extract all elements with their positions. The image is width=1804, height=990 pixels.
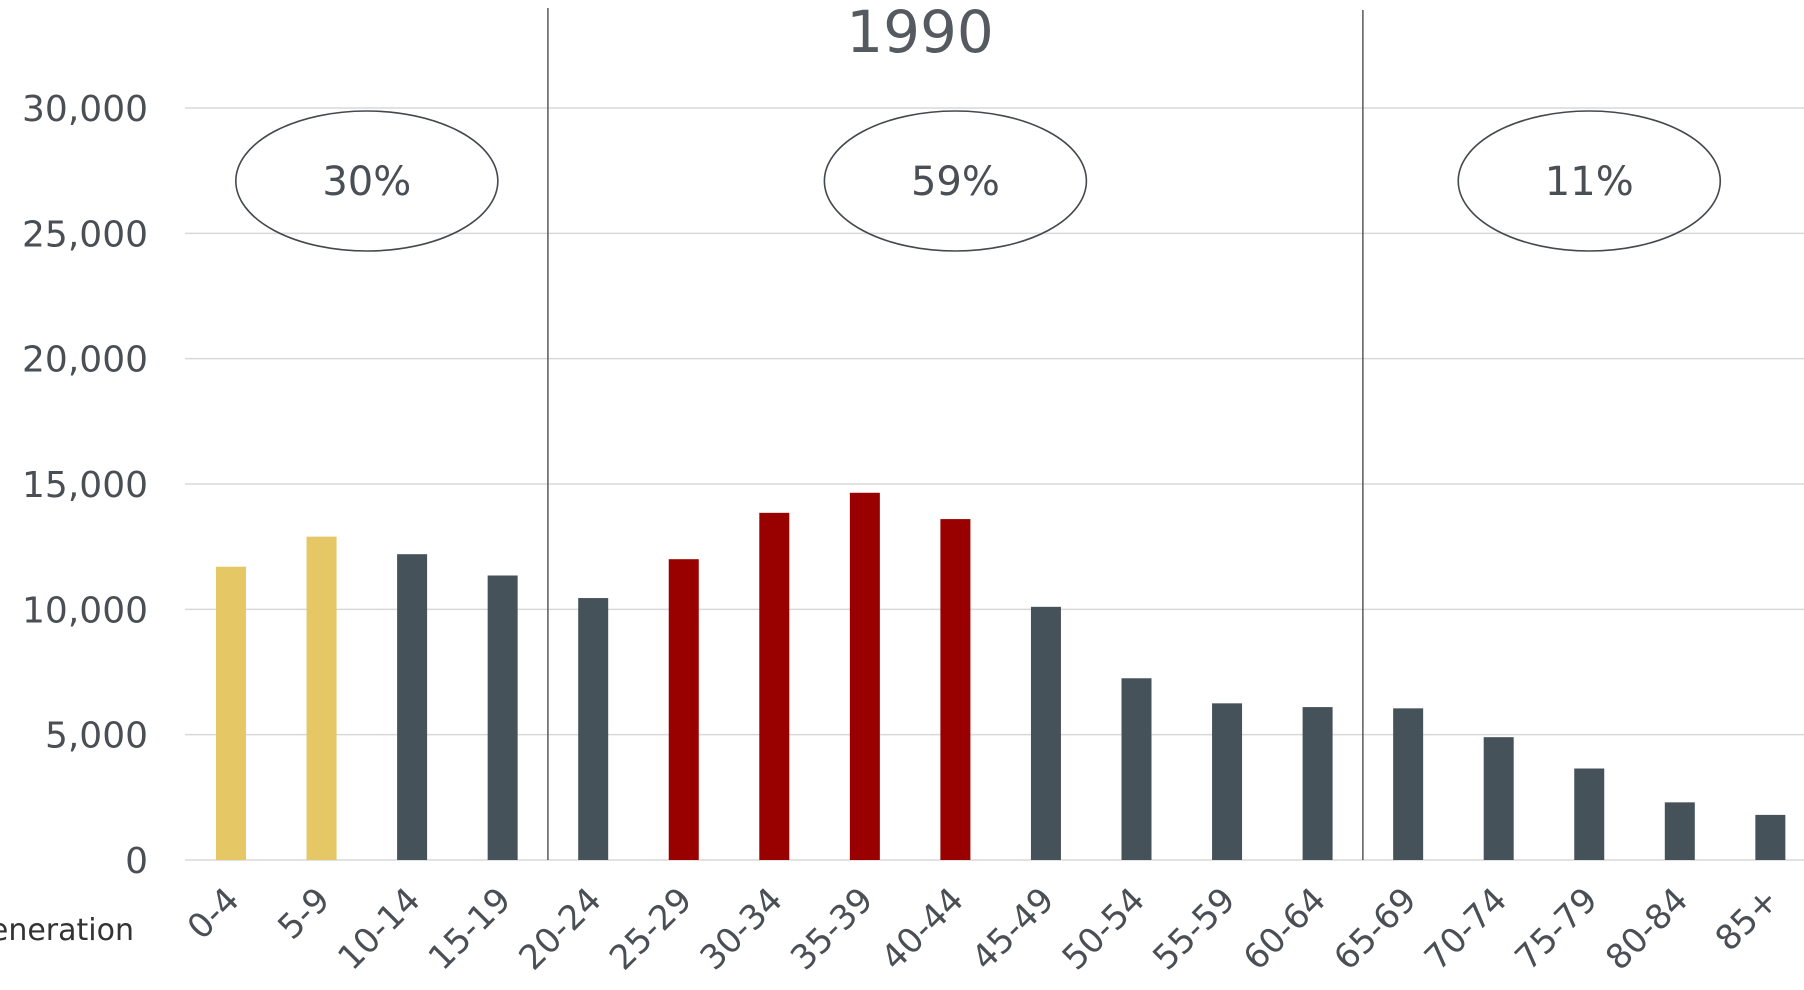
x-category-label: 80-84 xyxy=(1598,880,1696,978)
bar-0-4 xyxy=(216,566,246,860)
bar-65-69 xyxy=(1393,708,1424,860)
y-tick-label: 15,000 xyxy=(22,465,148,506)
chart-title: 1990 xyxy=(846,0,994,66)
x-axis-category-labels: 0-4 5-910-1415-1920-2425-2930-3435-3940-4… xyxy=(180,880,1787,978)
x-category-label: 25-29 xyxy=(602,880,700,978)
bar-15-19 xyxy=(487,575,518,860)
bar-60-64 xyxy=(1302,707,1333,860)
y-axis-tick-labels: 0 5,000 10,000 15,000 20,000 25,000 30,000 xyxy=(22,89,148,882)
x-category-label: 5-9 xyxy=(270,880,338,948)
x-category-label: 55-59 xyxy=(1145,880,1243,978)
x-category-label: 20-24 xyxy=(511,880,609,978)
share-label: 59% xyxy=(911,159,1000,205)
generation-share-labels: 30% 59% 11% xyxy=(235,110,1722,252)
x-category-label: 30-34 xyxy=(693,880,791,978)
bar-25-29 xyxy=(668,559,699,860)
y-tick-label: 5,000 xyxy=(45,716,148,757)
share-ellipse xyxy=(235,110,499,252)
x-category-label: 10-14 xyxy=(330,880,428,978)
x-category-label: 70-74 xyxy=(1417,880,1515,978)
bar-75-79 xyxy=(1574,768,1605,860)
bar-35-39 xyxy=(849,492,880,860)
bar-70-74 xyxy=(1483,737,1514,860)
bars xyxy=(216,492,1786,860)
x-category-label: 0-4 xyxy=(180,880,248,948)
gridlines xyxy=(185,107,1804,861)
x-category-label: 40-44 xyxy=(874,880,972,978)
share-label: 11% xyxy=(1545,159,1634,205)
clipped-axis-label: eneration xyxy=(0,913,134,948)
bar-85+ xyxy=(1755,814,1786,860)
x-category-label: 85+ xyxy=(1708,880,1787,959)
x-category-label: 15-19 xyxy=(421,880,519,978)
x-category-label: 60-64 xyxy=(1236,880,1334,978)
x-category-label: 45-49 xyxy=(964,880,1062,978)
x-category-label: 50-54 xyxy=(1055,880,1153,978)
bar-30-34 xyxy=(759,512,790,860)
generation-dividers xyxy=(547,8,1364,860)
bar-45-49 xyxy=(1030,606,1061,860)
share-ellipse xyxy=(823,110,1088,252)
bar-50-54 xyxy=(1121,678,1152,860)
y-tick-label: 30,000 xyxy=(22,89,148,130)
x-category-label: 35-39 xyxy=(783,880,881,978)
share-ellipse xyxy=(1457,110,1722,252)
x-category-label: 65-69 xyxy=(1326,880,1424,978)
y-tick-label: 20,000 xyxy=(22,340,148,381)
bar-10-14 xyxy=(397,554,428,860)
bar-5-9 xyxy=(306,536,337,860)
bar-80-84 xyxy=(1664,802,1695,860)
y-tick-label: 25,000 xyxy=(22,214,148,255)
y-tick-label: 0 xyxy=(125,841,148,882)
x-category-label: 75-79 xyxy=(1507,880,1605,978)
bar-55-59 xyxy=(1212,703,1243,860)
y-tick-label: 10,000 xyxy=(22,590,148,631)
share-label: 30% xyxy=(322,159,411,205)
bar-20-24 xyxy=(578,598,609,860)
bar-40-44 xyxy=(940,519,971,860)
